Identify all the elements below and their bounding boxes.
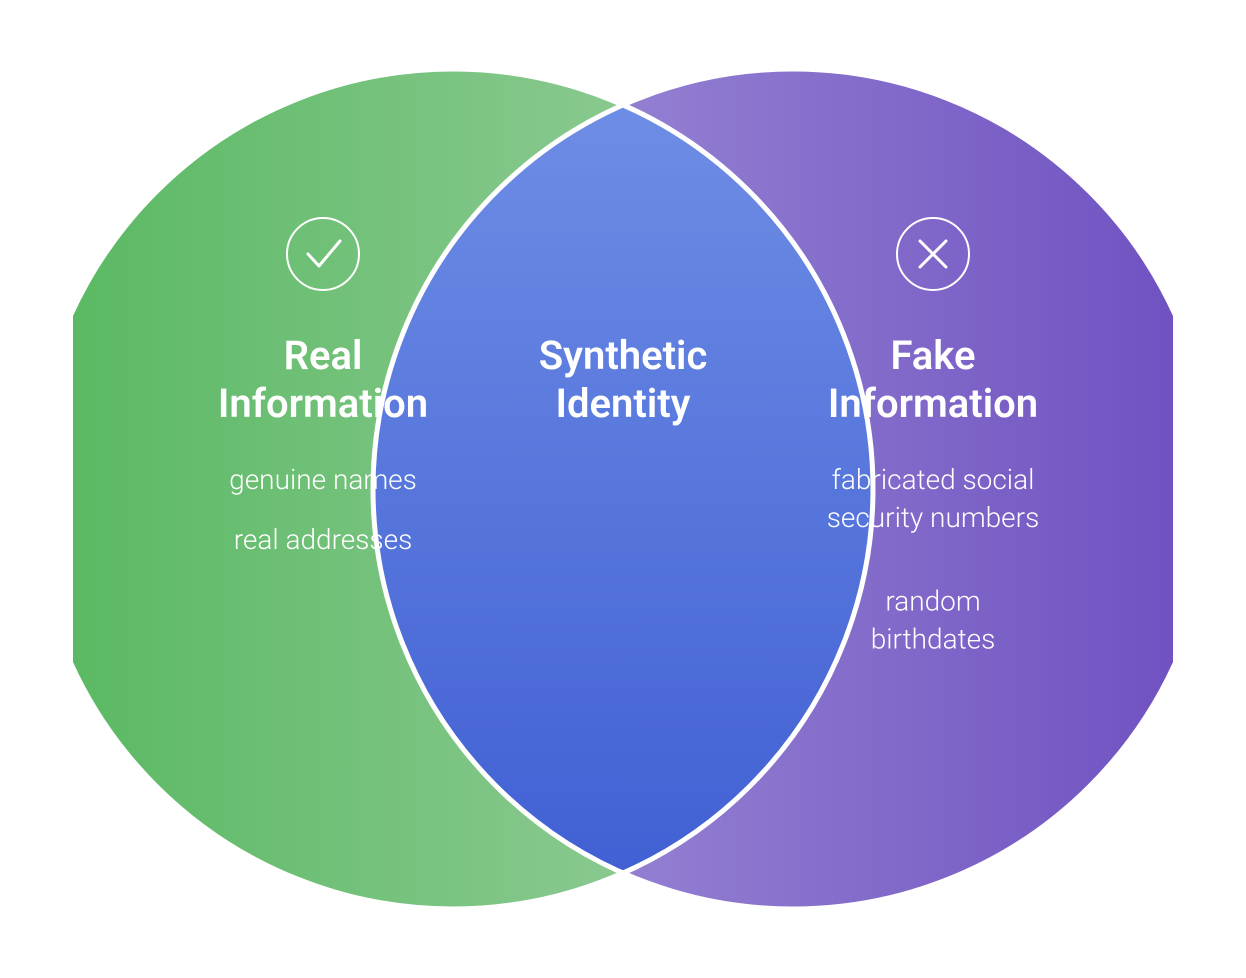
left-item: real addresses bbox=[234, 523, 413, 556]
left-title-line1: Real bbox=[284, 332, 363, 379]
left-item: genuine names bbox=[229, 463, 417, 496]
right-title-line1: Fake bbox=[890, 332, 975, 379]
right-item: birthdates bbox=[871, 623, 996, 656]
venn-diagram: Real Information Synthetic Identity Fake… bbox=[73, 39, 1173, 939]
right-title-line2: Information bbox=[828, 380, 1038, 427]
center-title-line1: Synthetic bbox=[539, 332, 708, 379]
right-item: security numbers bbox=[827, 501, 1040, 534]
right-item: random bbox=[885, 585, 980, 618]
left-title-line2: Information bbox=[218, 380, 428, 427]
center-title-line2: Identity bbox=[555, 380, 690, 427]
right-item: fabricated social bbox=[832, 463, 1035, 496]
